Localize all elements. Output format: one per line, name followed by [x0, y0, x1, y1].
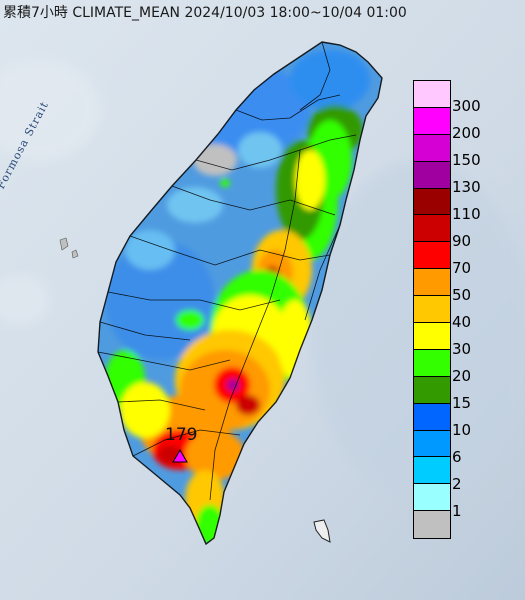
- legend-level-label: 300: [452, 97, 481, 115]
- legend-swatch: [414, 404, 450, 431]
- legend-swatch: [414, 215, 450, 242]
- legend-swatch: [414, 457, 450, 484]
- legend-level-label: 30: [452, 340, 471, 358]
- legend-swatch: [414, 511, 450, 538]
- legend-level-label: 6: [452, 448, 462, 466]
- legend-level-label: 90: [452, 232, 471, 250]
- legend-swatch: [414, 108, 450, 135]
- legend-swatch: [414, 377, 450, 404]
- map-title: 累積7小時 CLIMATE_MEAN 2024/10/03 18:00~10/0…: [3, 2, 407, 22]
- legend-level-label: 2: [452, 475, 462, 493]
- legend-level-label: 50: [452, 286, 471, 304]
- legend-level-label: 10: [452, 421, 471, 439]
- legend-level-label: 130: [452, 178, 481, 196]
- legend-level-label: 20: [452, 367, 471, 385]
- legend-swatch: [414, 323, 450, 350]
- legend-swatch: [414, 296, 450, 323]
- legend-level-label: 150: [452, 151, 481, 169]
- legend-swatch: [414, 484, 450, 511]
- legend-level-label: 15: [452, 394, 471, 412]
- legend-swatch: [414, 269, 450, 296]
- legend-colorbar: [413, 80, 451, 539]
- legend-level-label: 40: [452, 313, 471, 331]
- legend-swatch: [414, 431, 450, 458]
- legend-level-label: 200: [452, 124, 481, 142]
- legend-level-label: 70: [452, 259, 471, 277]
- legend-swatch: [414, 162, 450, 189]
- legend-level-label: 110: [452, 205, 481, 223]
- legend-swatch: [414, 350, 450, 377]
- legend-swatch: [414, 81, 450, 108]
- legend-level-label: 1: [452, 502, 462, 520]
- legend-swatch: [414, 189, 450, 216]
- legend-swatch: [414, 242, 450, 269]
- legend-swatch: [414, 135, 450, 162]
- max-value-label: 179: [165, 425, 197, 445]
